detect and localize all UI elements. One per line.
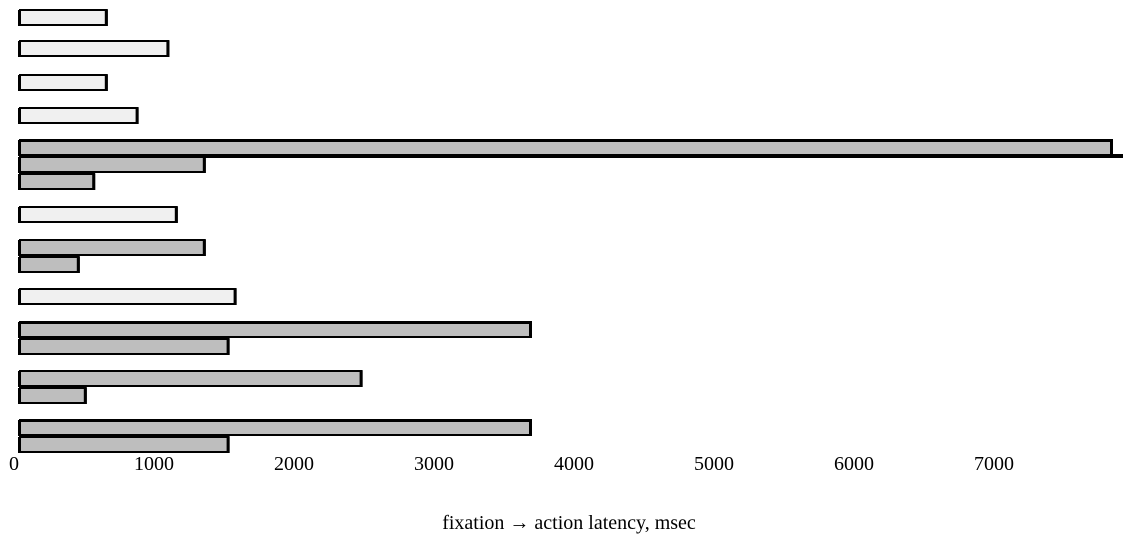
bar-5-left-edge: [18, 140, 21, 156]
bar-11: [19, 288, 237, 305]
bar-7-left-edge: [18, 174, 21, 190]
x-tick-5000: 5000: [694, 453, 734, 475]
bar-9: [19, 239, 206, 256]
x-tick-2000: 2000: [274, 453, 314, 475]
bar-5-bottom-border: [20, 154, 1123, 158]
bar-17-right-edge: [226, 437, 230, 453]
bar-15-right-edge: [83, 388, 87, 404]
bar-4: [19, 107, 139, 124]
bar-15: [19, 387, 87, 404]
bar-1-right-edge: [104, 10, 108, 26]
bar-3: [19, 74, 108, 91]
bar-7-right-edge: [92, 174, 96, 190]
bar-17-left-edge: [18, 437, 21, 453]
bar-14: [19, 370, 363, 387]
bar-16-right-edge: [529, 420, 532, 436]
bar-4-left-edge: [18, 108, 21, 124]
bar-5: [19, 139, 1113, 156]
bar-8: [19, 206, 178, 223]
bar-10: [19, 256, 80, 273]
bar-13-right-edge: [226, 339, 230, 355]
bars-group: [18, 9, 1123, 453]
bar-6: [19, 156, 206, 173]
bar-2-right-edge: [166, 41, 170, 57]
bar-4-right-edge: [135, 108, 139, 124]
bar-12-right-edge: [529, 322, 532, 338]
bar-13: [19, 338, 230, 355]
bar-6-right-edge: [202, 157, 206, 173]
bar-3-right-edge: [104, 75, 108, 91]
bar-8-left-edge: [18, 207, 21, 223]
bar-12-top-border: [20, 321, 531, 324]
bar-16-left-edge: [18, 420, 21, 436]
x-tick-0: 0: [9, 453, 19, 475]
bar-15-left-edge: [18, 388, 21, 404]
bar-14-right-edge: [359, 371, 363, 387]
bar-9-right-edge: [202, 240, 206, 256]
bar-7: [19, 173, 96, 190]
bar-2: [19, 40, 170, 57]
bar-13-left-edge: [18, 339, 21, 355]
x-tick-1000: 1000: [134, 453, 174, 475]
bar-12: [19, 321, 532, 338]
bar-11-right-edge: [233, 289, 237, 305]
bar-8-right-edge: [174, 207, 178, 223]
x-tick-7000: 7000: [974, 453, 1014, 475]
bar-10-left-edge: [18, 257, 21, 273]
bar-14-left-edge: [18, 371, 21, 387]
bar-9-left-edge: [18, 240, 21, 256]
bar-16-top-border: [20, 419, 531, 422]
bar-5-top-border: [20, 139, 1112, 142]
bar-3-left-edge: [18, 75, 21, 91]
bar-16: [19, 419, 532, 436]
bar-17: [19, 436, 230, 453]
bar-2-left-edge: [18, 41, 21, 57]
x-tick-3000: 3000: [414, 453, 454, 475]
x-axis-label: fixation → action latency, msec: [442, 512, 696, 534]
bar-12-left-edge: [18, 322, 21, 338]
x-axis-ticks: 0 1000 2000 3000 4000 5000 6000 7000: [9, 453, 1014, 475]
bar-1-left-edge: [18, 10, 21, 26]
bar-10-right-edge: [76, 257, 80, 273]
bar-6-left-edge: [18, 157, 21, 173]
bar-11-left-edge: [18, 289, 21, 305]
x-tick-4000: 4000: [554, 453, 594, 475]
bar-5-right-edge: [1110, 140, 1113, 156]
x-tick-6000: 6000: [834, 453, 874, 475]
bar-1: [19, 9, 108, 26]
